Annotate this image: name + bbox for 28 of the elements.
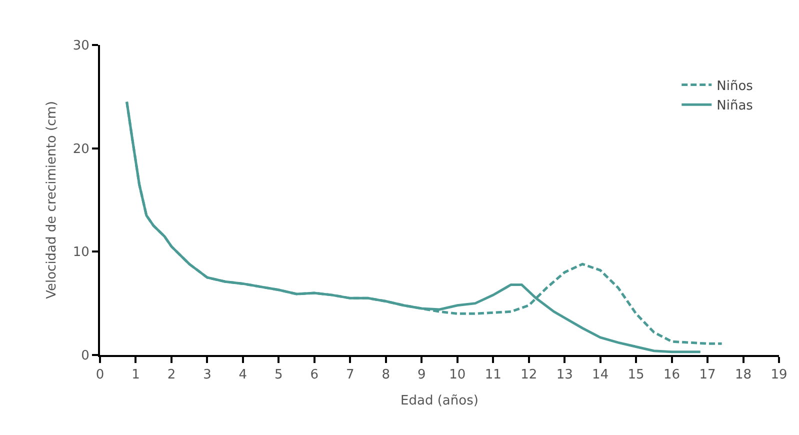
y-tick-label: 10 <box>72 245 90 260</box>
x-tick-label: 13 <box>556 368 573 383</box>
x-tick-label: 18 <box>734 368 752 383</box>
y-tick-label: 30 <box>72 38 90 54</box>
x-tick-label: 8 <box>382 368 390 383</box>
y-axis-title: Velocidad de crecimiento (cm) <box>44 101 60 299</box>
x-tick-label: 12 <box>520 368 538 383</box>
x-tick-label: 14 <box>592 368 609 383</box>
x-tick-label: 17 <box>699 368 716 383</box>
x-tick-label: 0 <box>96 368 104 383</box>
x-tick-label: 10 <box>449 368 466 383</box>
x-tick-label: 3 <box>203 368 212 383</box>
x-axis-title: Edad (años) <box>400 394 478 409</box>
x-tick-label: 1 <box>132 368 140 383</box>
x-tick-label: 5 <box>274 368 283 383</box>
x-tick-label: 11 <box>484 368 502 383</box>
x-tick-label: 9 <box>417 368 426 383</box>
legend-label: Niñas <box>716 98 754 114</box>
legend-label: Niños <box>716 78 754 94</box>
y-tick-label: 20 <box>72 142 90 157</box>
x-tick-label: 7 <box>346 368 354 383</box>
x-tick-label: 2 <box>167 368 176 383</box>
x-tick-label: 19 <box>770 368 788 383</box>
x-tick-label: 15 <box>628 368 644 383</box>
x-tick-label: 16 <box>664 368 680 383</box>
y-tick-label: 0 <box>81 348 90 364</box>
x-tick-label: 6 <box>310 368 319 383</box>
x-tick-label: 4 <box>238 368 248 383</box>
